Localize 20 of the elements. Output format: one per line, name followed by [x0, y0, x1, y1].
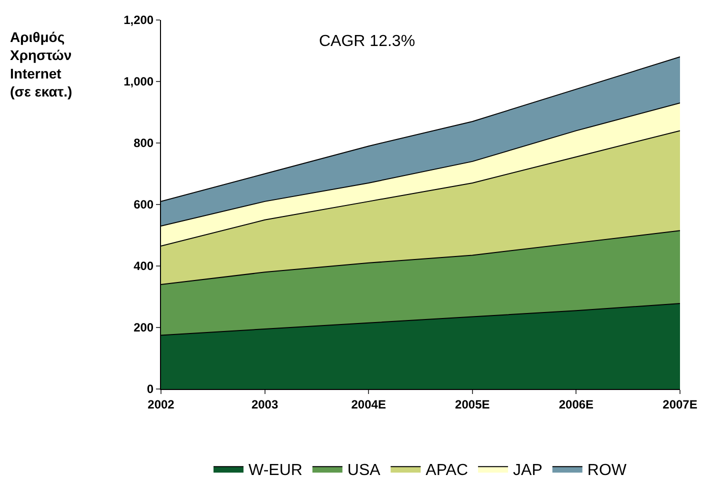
legend-label: APAC	[426, 462, 468, 479]
legend-label: USA	[347, 462, 381, 479]
y-tick-label: 1,200	[124, 13, 154, 28]
x-tick-label: 2007E	[662, 397, 698, 412]
y-tick-label: 200	[134, 320, 154, 335]
legend-label: W-EUR	[248, 462, 302, 479]
y-tick-label: 0	[146, 382, 154, 396]
x-tick-label: 2002	[148, 397, 175, 412]
y-axis-title: Αριθμός Χρηστών Internet (σε εκατ.)	[10, 29, 72, 100]
legend-label: JAP	[513, 462, 542, 479]
y-tick-label: 600	[134, 198, 154, 212]
legend-label: ROW	[587, 462, 628, 479]
annotation: CAGR 12.3%	[319, 33, 416, 50]
y-tick-label: 1,000	[124, 74, 154, 89]
y-tick-label: 400	[134, 259, 154, 274]
x-tick-label: 2005E	[455, 397, 490, 412]
x-tick-label: 2003	[251, 397, 278, 412]
x-tick-label: 2004E	[351, 397, 386, 412]
x-tick-label: 2006E	[558, 397, 594, 412]
y-tick-label: 800	[134, 136, 154, 150]
